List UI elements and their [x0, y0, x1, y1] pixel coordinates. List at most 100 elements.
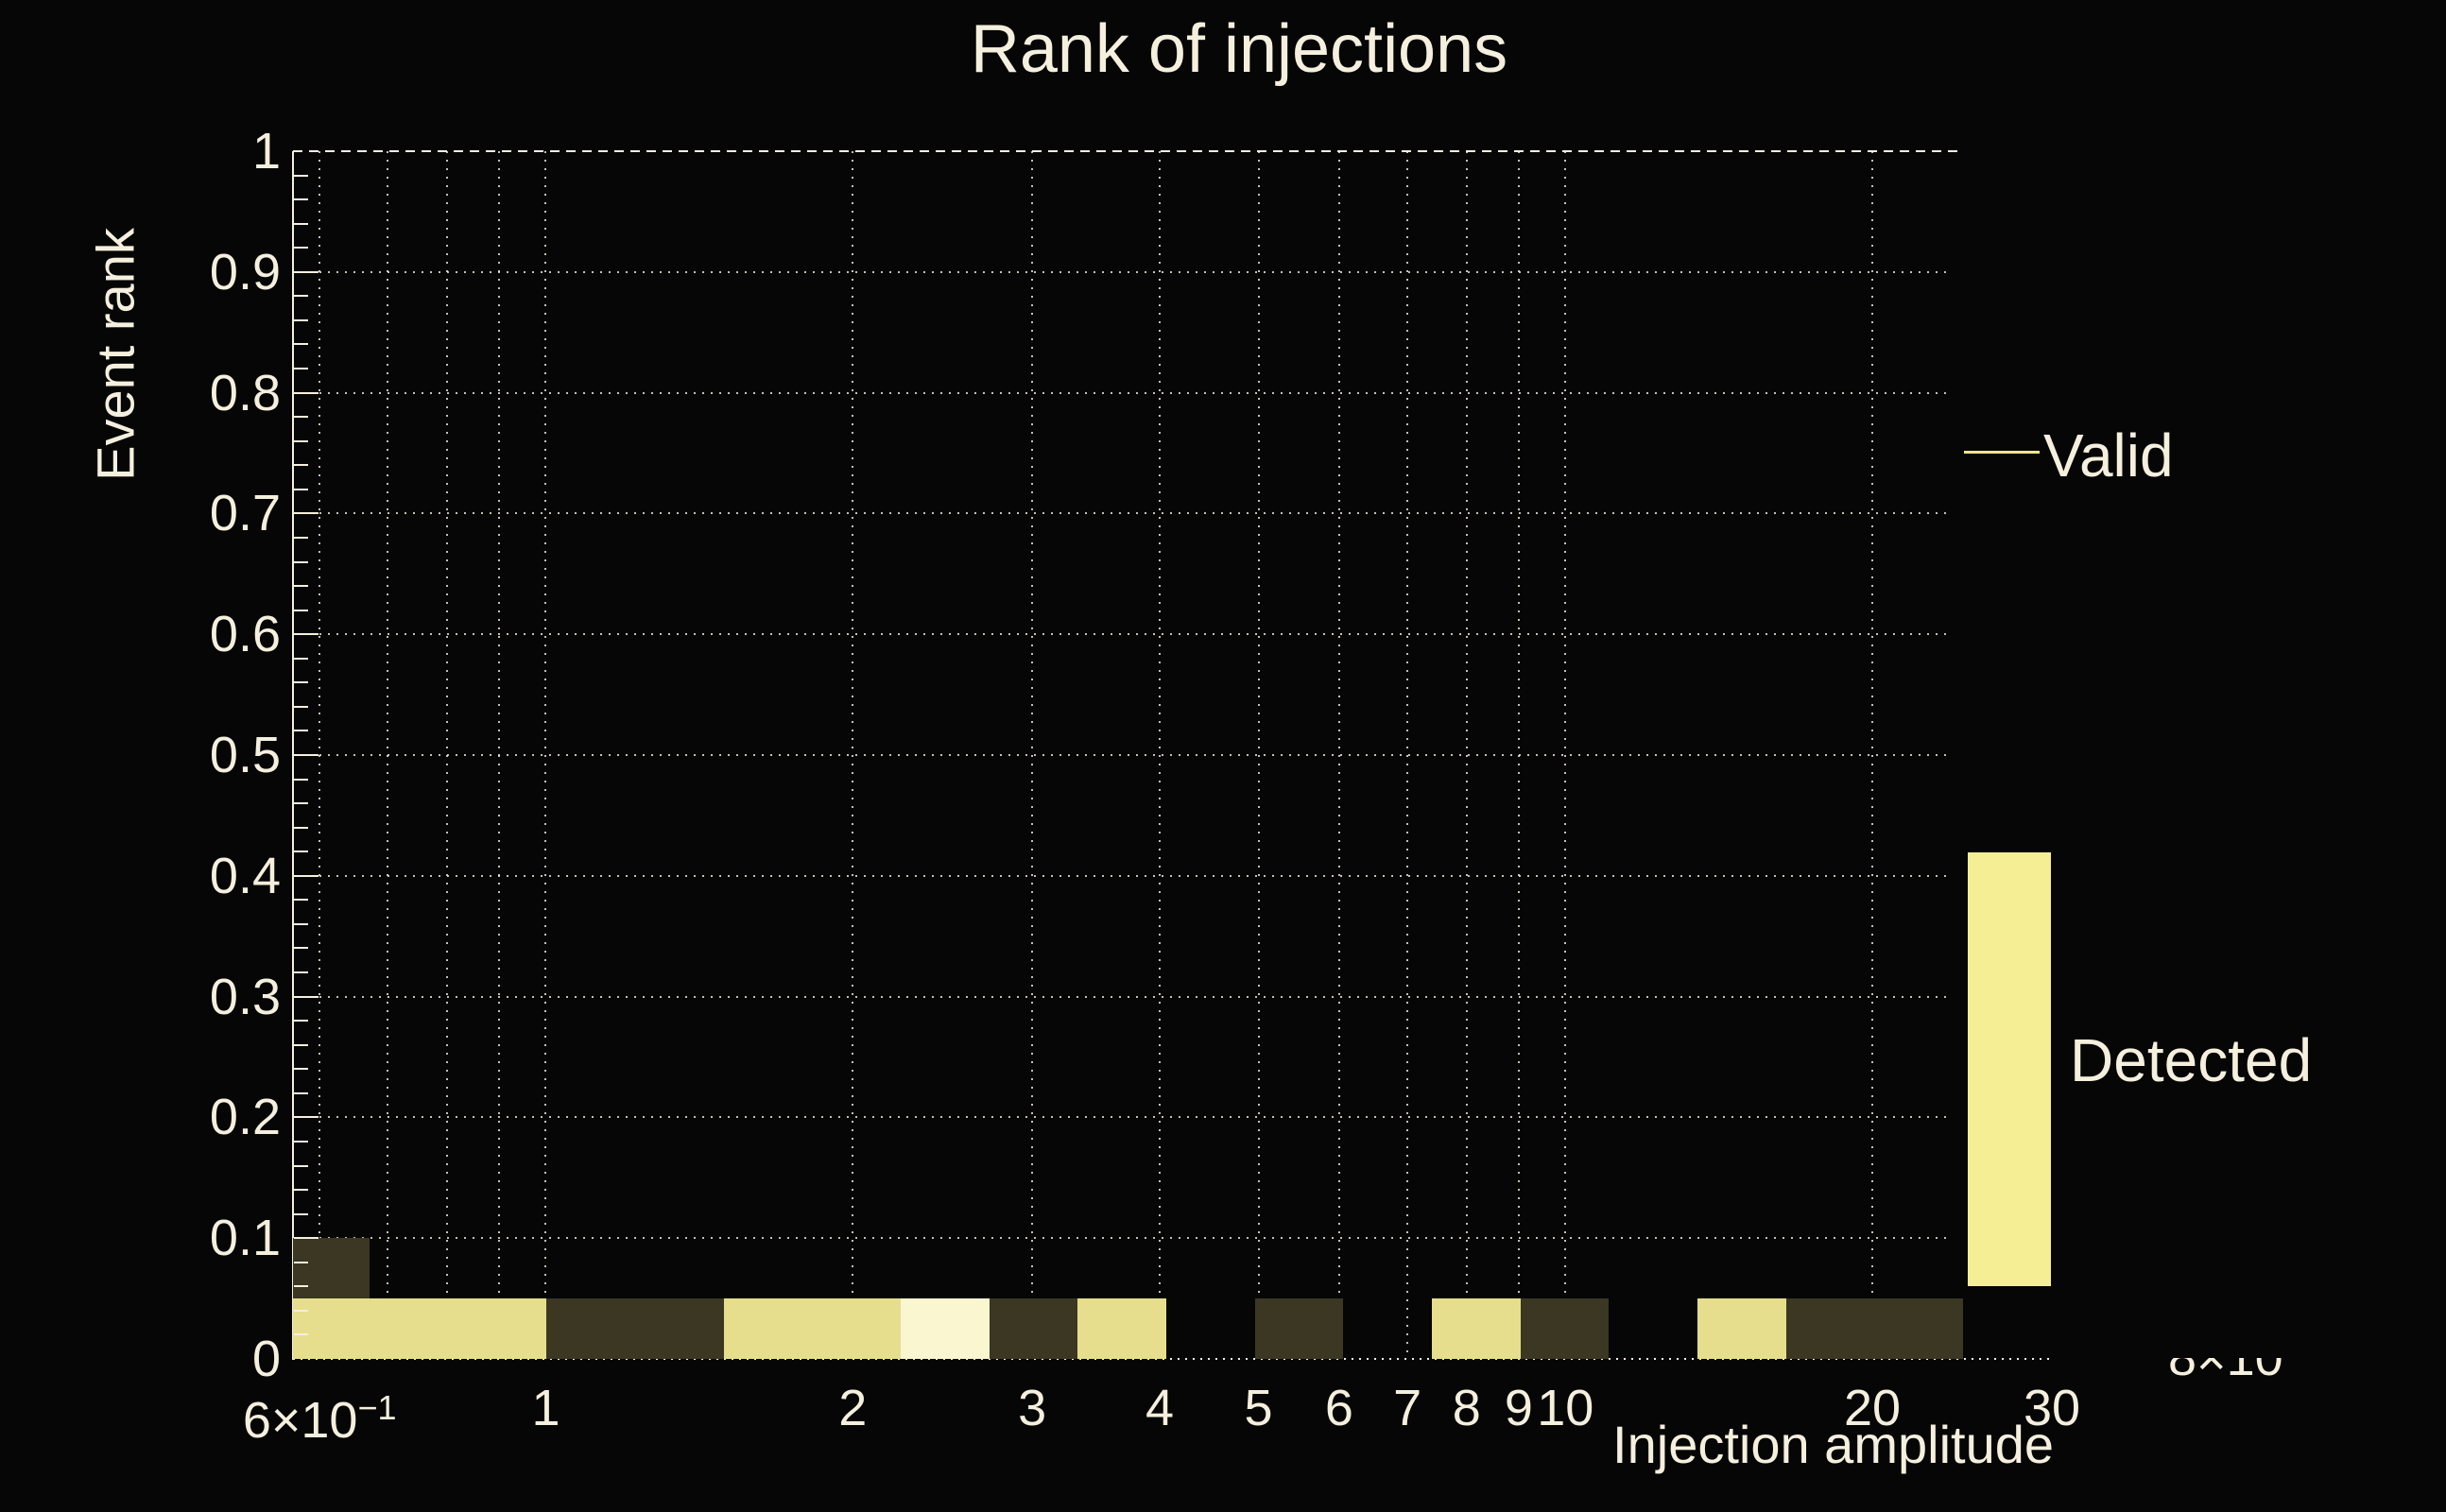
y-tick-label: 0.9	[209, 243, 281, 301]
detected-bar	[293, 1298, 547, 1359]
y-gridline	[294, 754, 1947, 756]
y-minor-tick	[294, 318, 308, 321]
y-gridline	[294, 270, 1947, 273]
x-axis-line	[293, 1358, 2054, 1360]
y-gridline	[294, 995, 1947, 998]
y-minor-tick	[294, 899, 308, 902]
x-tick-label: 1	[531, 1380, 560, 1436]
y-gridline	[294, 512, 1947, 515]
y-minor-tick	[294, 560, 308, 563]
y-gridline	[294, 1237, 1947, 1240]
y-gridline	[294, 391, 1947, 394]
y-minor-tick	[294, 198, 308, 201]
y-major-tick	[294, 995, 319, 998]
y-gridline	[294, 874, 1947, 877]
x-tick-label: 2	[838, 1380, 868, 1436]
y-tick-label: 0.4	[209, 847, 281, 904]
x-tick-label: 30	[2023, 1380, 2081, 1436]
y-minor-tick	[294, 585, 308, 588]
y-major-tick	[294, 391, 319, 394]
legend-valid-line-swatch	[1964, 451, 2040, 454]
y-minor-tick	[294, 222, 308, 225]
y-minor-tick	[294, 536, 308, 539]
y-minor-tick	[294, 1309, 308, 1312]
y-tick-label: 0.5	[209, 727, 281, 783]
y-minor-tick	[294, 464, 308, 467]
y-minor-tick	[294, 1091, 308, 1094]
y-minor-tick	[294, 922, 308, 925]
x-tick-label: 6	[1324, 1380, 1353, 1436]
x-tick-label: 9	[1504, 1380, 1533, 1436]
y-major-tick	[294, 1237, 319, 1240]
y-minor-tick	[294, 778, 308, 781]
y-tick-label: 0.3	[209, 968, 281, 1025]
y-minor-tick	[294, 1164, 308, 1167]
plot-frame-top-line	[293, 150, 1958, 152]
y-tick-label: 0.1	[209, 1210, 281, 1267]
y-minor-tick	[294, 343, 308, 346]
y-minor-tick	[294, 826, 308, 829]
x-tick-label: 4	[1145, 1380, 1175, 1436]
x-tick-label: 7	[1393, 1380, 1422, 1436]
x-tick-label: 10	[1537, 1380, 1594, 1436]
y-major-tick	[294, 1116, 319, 1119]
detected-bar	[901, 1298, 990, 1359]
chart-title: Rank of injections	[970, 11, 1508, 87]
legend-detected-label: Detected	[2070, 1026, 2313, 1094]
y-minor-tick	[294, 657, 308, 660]
y-gridline	[294, 1116, 1947, 1119]
x-tick-label: 3	[1018, 1380, 1047, 1436]
y-minor-tick	[294, 802, 308, 805]
detected-bar	[1432, 1298, 1521, 1359]
y-minor-tick	[294, 1020, 308, 1022]
y-minor-tick	[294, 174, 308, 177]
y-minor-tick	[294, 1043, 308, 1046]
y-gridline	[294, 633, 1947, 636]
y-major-tick	[294, 754, 319, 756]
y-minor-tick	[294, 850, 308, 853]
y-tick-label: 0.8	[209, 364, 281, 421]
y-tick-label: 0	[251, 1331, 281, 1387]
y-minor-tick	[294, 730, 308, 732]
x-axis-overflow-label-clip: 8×10	[2168, 1358, 2319, 1384]
y-tick-label: 1	[251, 123, 281, 180]
y-minor-tick	[294, 681, 308, 684]
y-minor-tick	[294, 947, 308, 950]
y-minor-tick	[294, 609, 308, 611]
x-tick-label: 20	[1843, 1380, 1902, 1436]
valid-bar	[989, 1298, 1078, 1359]
y-minor-tick	[294, 488, 308, 490]
y-axis-line	[292, 151, 294, 1360]
x-tick-label: 5	[1244, 1380, 1273, 1436]
y-minor-tick	[294, 705, 308, 708]
x-axis-title: Injection amplitude	[1612, 1415, 2054, 1474]
y-major-tick	[294, 633, 319, 636]
y-minor-tick	[294, 1212, 308, 1215]
y-minor-tick	[294, 247, 308, 249]
x-axis-overflow-label: 8×10	[2168, 1358, 2283, 1384]
y-tick-label: 0.6	[209, 606, 281, 663]
y-major-tick	[294, 874, 319, 877]
y-minor-tick	[294, 1285, 308, 1288]
y-minor-tick	[294, 368, 308, 370]
y-tick-label: 0.7	[209, 485, 281, 542]
y-major-tick	[294, 512, 319, 515]
x-tick-label: 8	[1452, 1380, 1481, 1436]
y-major-tick	[294, 270, 319, 273]
y-tick-label: 0.2	[209, 1089, 281, 1146]
y-minor-tick	[294, 295, 308, 298]
detected-bar	[1077, 1298, 1167, 1359]
y-minor-tick	[294, 1140, 308, 1143]
valid-bar	[1520, 1298, 1610, 1359]
y-minor-tick	[294, 971, 308, 974]
valid-bar	[546, 1298, 724, 1359]
y-minor-tick	[294, 1068, 308, 1071]
valid-bar	[1785, 1298, 1964, 1359]
x-tick-label: 6×10−1	[242, 1388, 397, 1449]
y-minor-tick	[294, 1189, 308, 1192]
y-minor-tick	[294, 416, 308, 419]
detected-bar	[1697, 1298, 1786, 1359]
legend-valid-label: Valid	[2043, 421, 2174, 490]
